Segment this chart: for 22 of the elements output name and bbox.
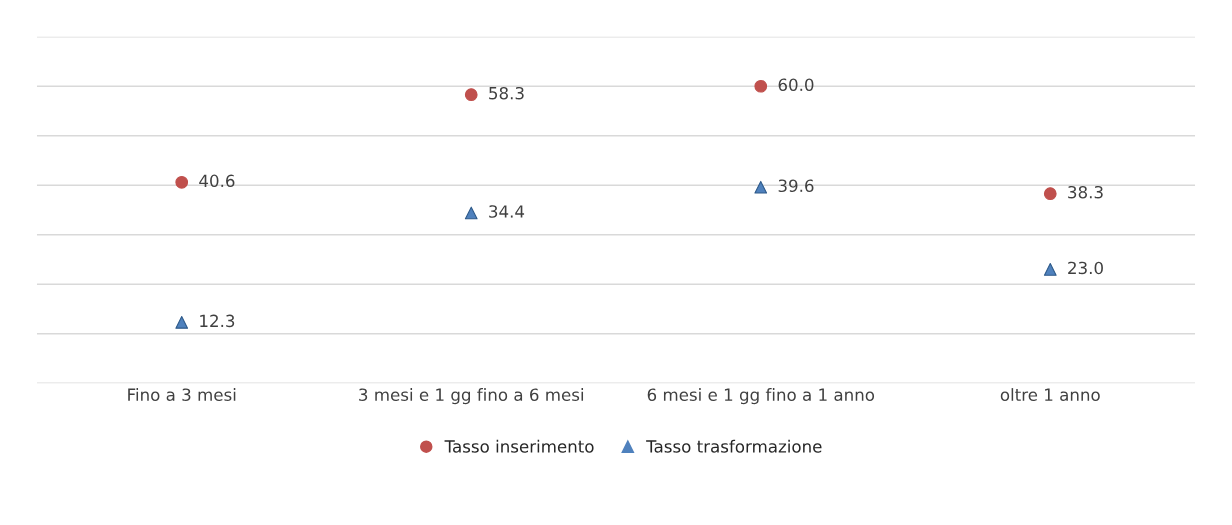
x-tick-label: Fino a 3 mesi: [128, 388, 236, 402]
x-tick-label: 6 mesi e 1 gg fino a 1 anno: [647, 388, 875, 405]
data-label: 23.0: [1068, 261, 1103, 275]
x-tick-label: oltre 1 anno: [1000, 388, 1100, 402]
data-label: 34.4: [489, 205, 525, 218]
point: [464, 206, 478, 220]
data-label: 38.3: [1068, 185, 1103, 199]
point: [1043, 263, 1057, 276]
data-label: 12.3: [200, 314, 235, 328]
legend-label: Tasso inserimento: [444, 439, 594, 453]
legend-label: Tasso trasformazione: [646, 439, 822, 453]
x-tick-label: 3 mesi e 1 gg fino a 6 mesi: [359, 388, 584, 405]
point: [175, 316, 189, 329]
data-label: 40.6: [199, 174, 235, 188]
point: [754, 79, 768, 93]
point: [1043, 187, 1057, 201]
data-label: 39.6: [778, 179, 814, 193]
data-label: 60.0: [778, 78, 814, 92]
point: [175, 175, 189, 189]
point: [754, 180, 768, 194]
data-label: 58.3: [489, 86, 524, 100]
point: [464, 88, 478, 102]
